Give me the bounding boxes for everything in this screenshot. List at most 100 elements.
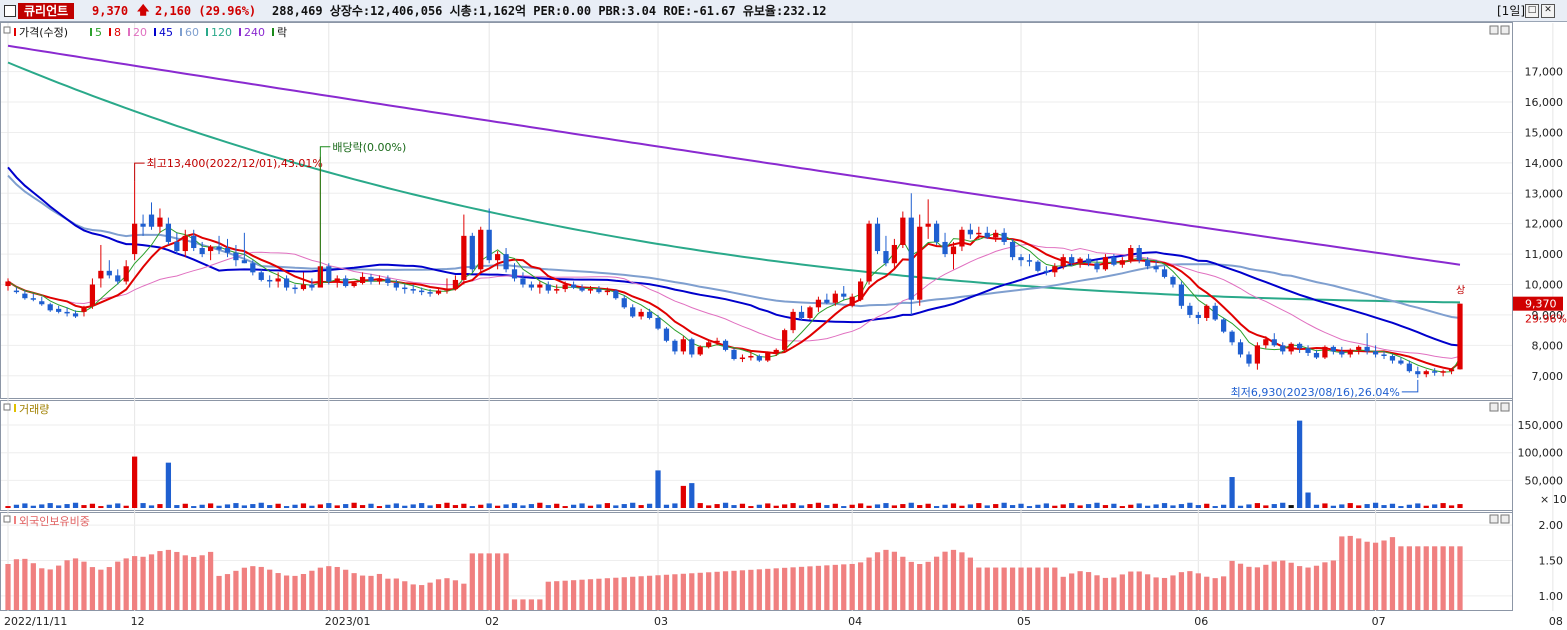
candle-body (182, 235, 188, 252)
stock-name[interactable]: 큐리언트 (18, 3, 75, 19)
volume-bar (123, 505, 129, 508)
volume-bar (148, 505, 155, 508)
volume-bar (545, 505, 551, 508)
candle-body (655, 317, 661, 329)
candle-body (1389, 355, 1396, 361)
restore-icon[interactable]: □ (1525, 4, 1539, 18)
foreign-bar (343, 569, 349, 610)
volume-bar (469, 506, 475, 508)
foreign-bar (89, 567, 96, 610)
volume-bar (689, 483, 695, 508)
volume-bar (1347, 503, 1353, 508)
foreign-bar (925, 561, 931, 610)
candle-body (258, 272, 264, 280)
foreign-bar (1052, 567, 1058, 610)
volume-bar (976, 503, 982, 508)
foreign-bar (334, 566, 340, 610)
foreign-bar (258, 566, 264, 610)
period-selector[interactable]: [1일] (1497, 4, 1526, 18)
candle-body (621, 298, 627, 308)
foreign-bar (410, 584, 416, 610)
volume-bar (756, 504, 762, 508)
foreign-bar (1128, 571, 1134, 610)
foreign-bar (1102, 577, 1109, 610)
candle-body (1246, 354, 1252, 364)
candle-body (562, 284, 568, 290)
candle-body (613, 290, 619, 299)
foreign-bar (1372, 542, 1379, 610)
foreign-bar (309, 570, 315, 610)
candle-body (976, 232, 982, 235)
candle-body (216, 246, 222, 250)
foreign-bar (1322, 562, 1328, 610)
candle-body (199, 248, 205, 255)
candle-body (807, 307, 813, 318)
foreign-legend: 외국인보유비중 (3, 515, 90, 528)
volume-axis-tick: 150,000 (1518, 419, 1564, 432)
candle-body (1026, 260, 1033, 262)
current-price-tag-value: 9,370 (1525, 298, 1557, 311)
foreign-bar (98, 569, 104, 610)
candle-body (883, 251, 889, 264)
foreign-bar (191, 556, 197, 610)
candle-body (815, 299, 822, 308)
volume-bar (334, 505, 340, 508)
candle-body (478, 229, 484, 270)
volume-bar (858, 503, 864, 508)
select-checkbox[interactable] (4, 5, 16, 17)
volume-bar (638, 505, 644, 508)
foreign-bar (267, 569, 273, 610)
volume-bar (655, 470, 661, 508)
candle-body (520, 278, 526, 285)
high-label: 최고13,400(2022/12/01),43.01% (147, 157, 323, 170)
chart-canvas[interactable]: 7,000 8,000 9,000 10,000 11,000 12,000 13,000 1… (0, 22, 1567, 630)
volume-bar (824, 505, 830, 508)
foreign-bar (1389, 537, 1396, 610)
candle-body (47, 304, 53, 311)
stock-info: 288,469 상장수:12,406,056 시총:1,162억 PER:0.0… (272, 4, 827, 18)
volume-bar (1069, 503, 1075, 508)
foreign-bar (376, 573, 383, 610)
volume-bar (1001, 502, 1007, 508)
price-change: 2,160 (29.96%) (155, 4, 257, 18)
volume-bar (807, 504, 813, 508)
volume-bar (748, 506, 754, 508)
volume-bar (1406, 504, 1412, 508)
candle-body (604, 290, 610, 293)
candle-body (326, 266, 332, 282)
candle-body (1381, 354, 1387, 356)
lak-legend-swatch (272, 28, 274, 36)
foreign-bar (1178, 572, 1185, 610)
candle-body (351, 282, 357, 287)
foreign-bar (233, 570, 239, 610)
foreign-bar (866, 557, 872, 610)
volume-bar (486, 503, 492, 508)
volume-bar (1204, 503, 1210, 508)
volume-axis-tick: 50,000 (1525, 474, 1564, 487)
close-icon[interactable]: ✕ (1541, 4, 1555, 18)
foreign-bar (1296, 566, 1303, 610)
foreign-bar (689, 573, 695, 610)
panel-buttons[interactable] (1489, 25, 1510, 524)
foreign-bar (942, 551, 948, 610)
volume-bar (157, 504, 163, 508)
candle-body (908, 217, 914, 300)
volume-bar (1043, 503, 1049, 508)
candle-body (300, 284, 307, 290)
foreign-bar (596, 578, 602, 610)
price-axis-tick: 9,000 (1532, 309, 1564, 322)
volume-bar (199, 504, 205, 508)
volume-bar (815, 502, 822, 508)
ma-legend-label: 60 (185, 26, 199, 39)
candle-body (1085, 258, 1092, 264)
volume-bar (224, 504, 231, 508)
volume-bar (528, 504, 535, 508)
foreign-bar (824, 565, 830, 610)
candle-body (765, 352, 771, 361)
foreign-bar (461, 583, 467, 610)
foreign-bar (64, 560, 70, 610)
candle-body (545, 284, 551, 291)
volume-bar (613, 505, 619, 508)
foreign-bar (714, 571, 720, 610)
volume-bar (495, 505, 501, 508)
